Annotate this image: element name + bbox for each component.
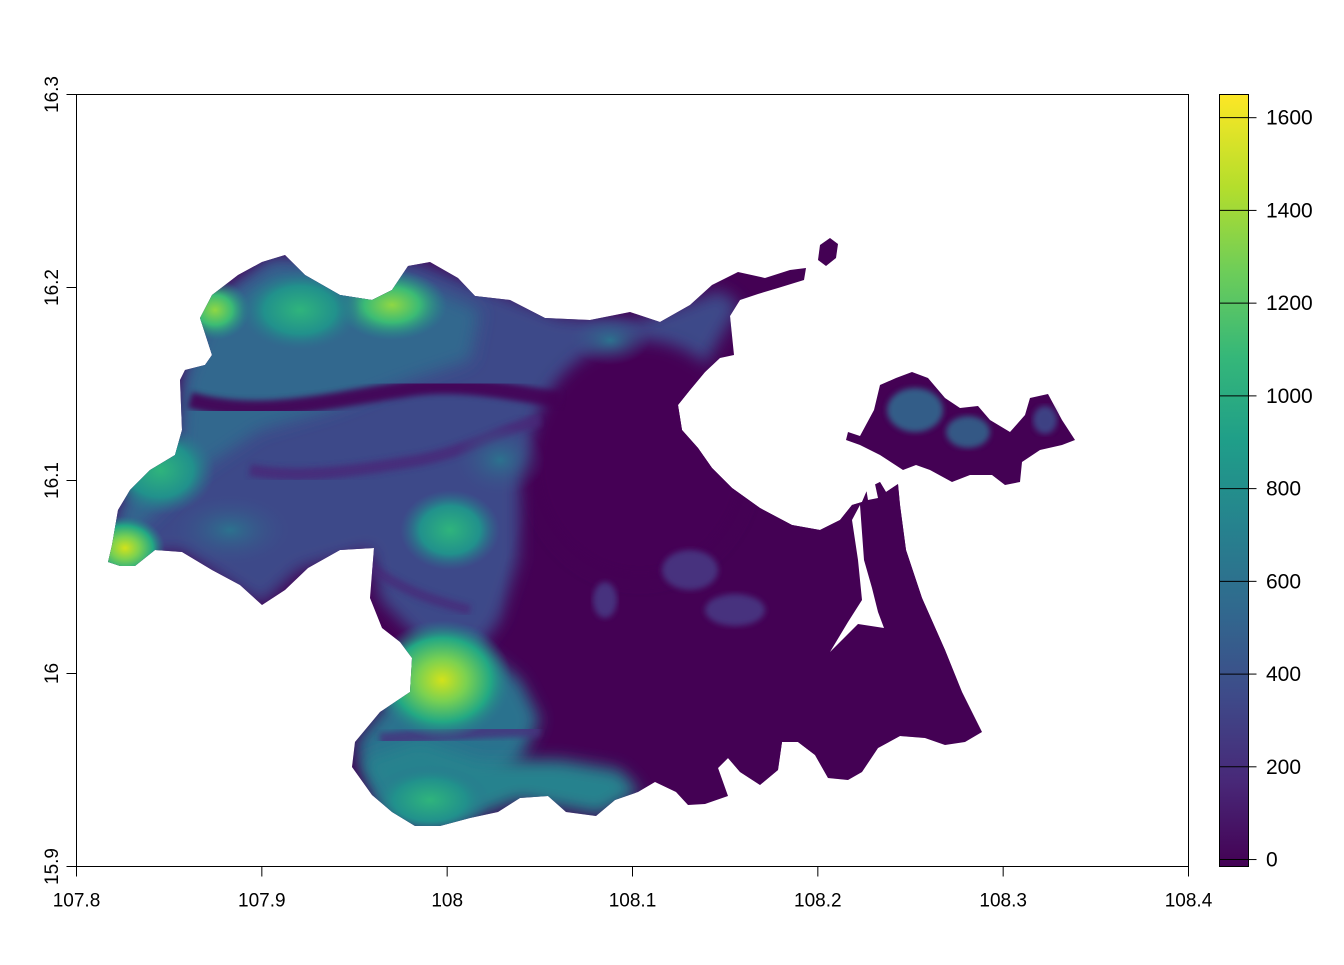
y-tick-label: 16 (42, 663, 63, 684)
raster-island (818, 238, 838, 266)
raster-land (108, 255, 982, 826)
y-tick-label: 16.3 (42, 76, 63, 113)
legend-tick-label: 600 (1266, 570, 1301, 593)
legend-colorbar (1219, 94, 1249, 867)
x-tick-label: 108.1 (609, 891, 657, 912)
y-axis: 15.9 16 16.1 16.2 16.3 (42, 76, 77, 885)
y-tick-label: 15.9 (42, 848, 63, 885)
x-tick-label: 107.9 (238, 891, 286, 912)
lagoon (830, 505, 884, 652)
x-axis: 107.8 107.9 108 108.1 108.2 108.3 108.4 (53, 866, 1213, 912)
legend-tick-label: 1400 (1266, 199, 1313, 222)
legend-tick-label: 0 (1266, 849, 1278, 872)
x-tick-label: 108 (431, 891, 463, 912)
legend-tick-label: 1600 (1266, 107, 1313, 130)
legend: 0 200 400 600 800 1000 1200 1400 1600 (1219, 94, 1313, 872)
y-tick-label: 16.2 (42, 269, 63, 306)
raster-peninsula (846, 372, 1075, 485)
lagoon-channel (866, 484, 878, 500)
legend-tick-label: 200 (1266, 756, 1301, 779)
x-tick-label: 108.4 (1165, 891, 1213, 912)
y-tick-label: 16.1 (42, 462, 63, 499)
legend-tick-label: 400 (1266, 663, 1301, 686)
legend-tick-label: 1200 (1266, 292, 1313, 315)
legend-tick-label: 800 (1266, 478, 1301, 501)
x-tick-label: 108.3 (979, 891, 1027, 912)
x-tick-label: 107.8 (53, 891, 101, 912)
legend-tick-label: 1000 (1266, 385, 1313, 408)
x-tick-label: 108.2 (794, 891, 842, 912)
legend-ticks: 0 200 400 600 800 1000 1200 1400 1600 (1219, 107, 1313, 872)
